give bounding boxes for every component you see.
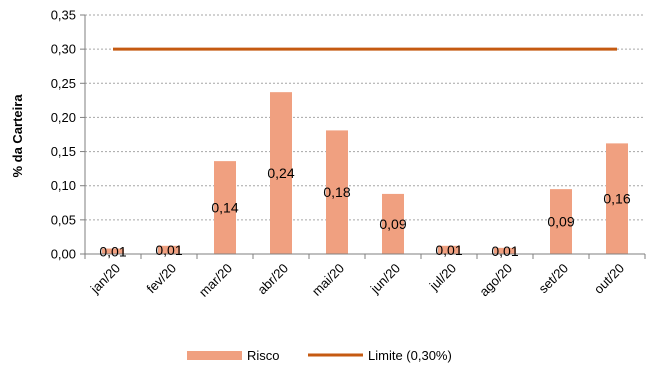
y-tick-label: 0,20 [51, 110, 76, 125]
bar [326, 130, 348, 254]
bar [494, 247, 516, 254]
legend-swatch-risco [187, 351, 242, 360]
data-labels: 0,01 0,01 0,14 0,24 0,18 0,09 0,01 0,01 0,09 0,16 [99, 165, 630, 259]
x-tick-label: jul/20 [426, 261, 459, 294]
bars [102, 92, 628, 254]
legend-label-limite: Limite (0,30%) [368, 348, 452, 363]
y-tick-label: 0,25 [51, 76, 76, 91]
data-label: 0,09 [379, 216, 406, 232]
bar [158, 245, 180, 254]
x-tick-label: mai/20 [309, 261, 347, 299]
x-tick-label: jan/20 [87, 261, 123, 297]
x-tick-label: jun/20 [367, 261, 403, 297]
x-tick-label: ago/20 [476, 261, 515, 300]
bar [382, 193, 404, 254]
y-axis-title: % da Carteira [10, 94, 25, 178]
data-label: 0,01 [491, 243, 518, 259]
y-tick-label: 0,15 [51, 144, 76, 159]
y-tick-label: 0,05 [51, 212, 76, 227]
bar [550, 189, 572, 254]
x-tick-label: set/20 [535, 261, 571, 297]
bar [270, 92, 292, 254]
x-tick-label: out/20 [591, 261, 627, 297]
legend-label-risco: Risco [247, 348, 280, 363]
data-label: 0,01 [99, 243, 126, 259]
data-label: 0,01 [155, 242, 182, 258]
data-label: 0,16 [603, 191, 630, 207]
y-tick-label: 0,00 [51, 247, 76, 262]
data-label: 0,18 [323, 184, 350, 200]
x-tick-label: abr/20 [254, 261, 291, 298]
legend: Risco Limite (0,30%) [187, 348, 452, 363]
x-tick-label: fev/20 [143, 261, 179, 297]
y-tick-label: 0,10 [51, 178, 76, 193]
y-tick-label: 0,35 [51, 8, 76, 23]
data-label: 0,24 [267, 165, 294, 181]
x-tick-label: mar/20 [196, 261, 235, 300]
bar [214, 161, 236, 254]
data-label: 0,01 [435, 242, 462, 258]
bar [438, 245, 460, 254]
data-label: 0,14 [211, 200, 238, 216]
y-tick-label: 0,30 [51, 42, 76, 57]
bar [102, 248, 124, 254]
data-label: 0,09 [547, 214, 574, 230]
bar [606, 143, 628, 254]
